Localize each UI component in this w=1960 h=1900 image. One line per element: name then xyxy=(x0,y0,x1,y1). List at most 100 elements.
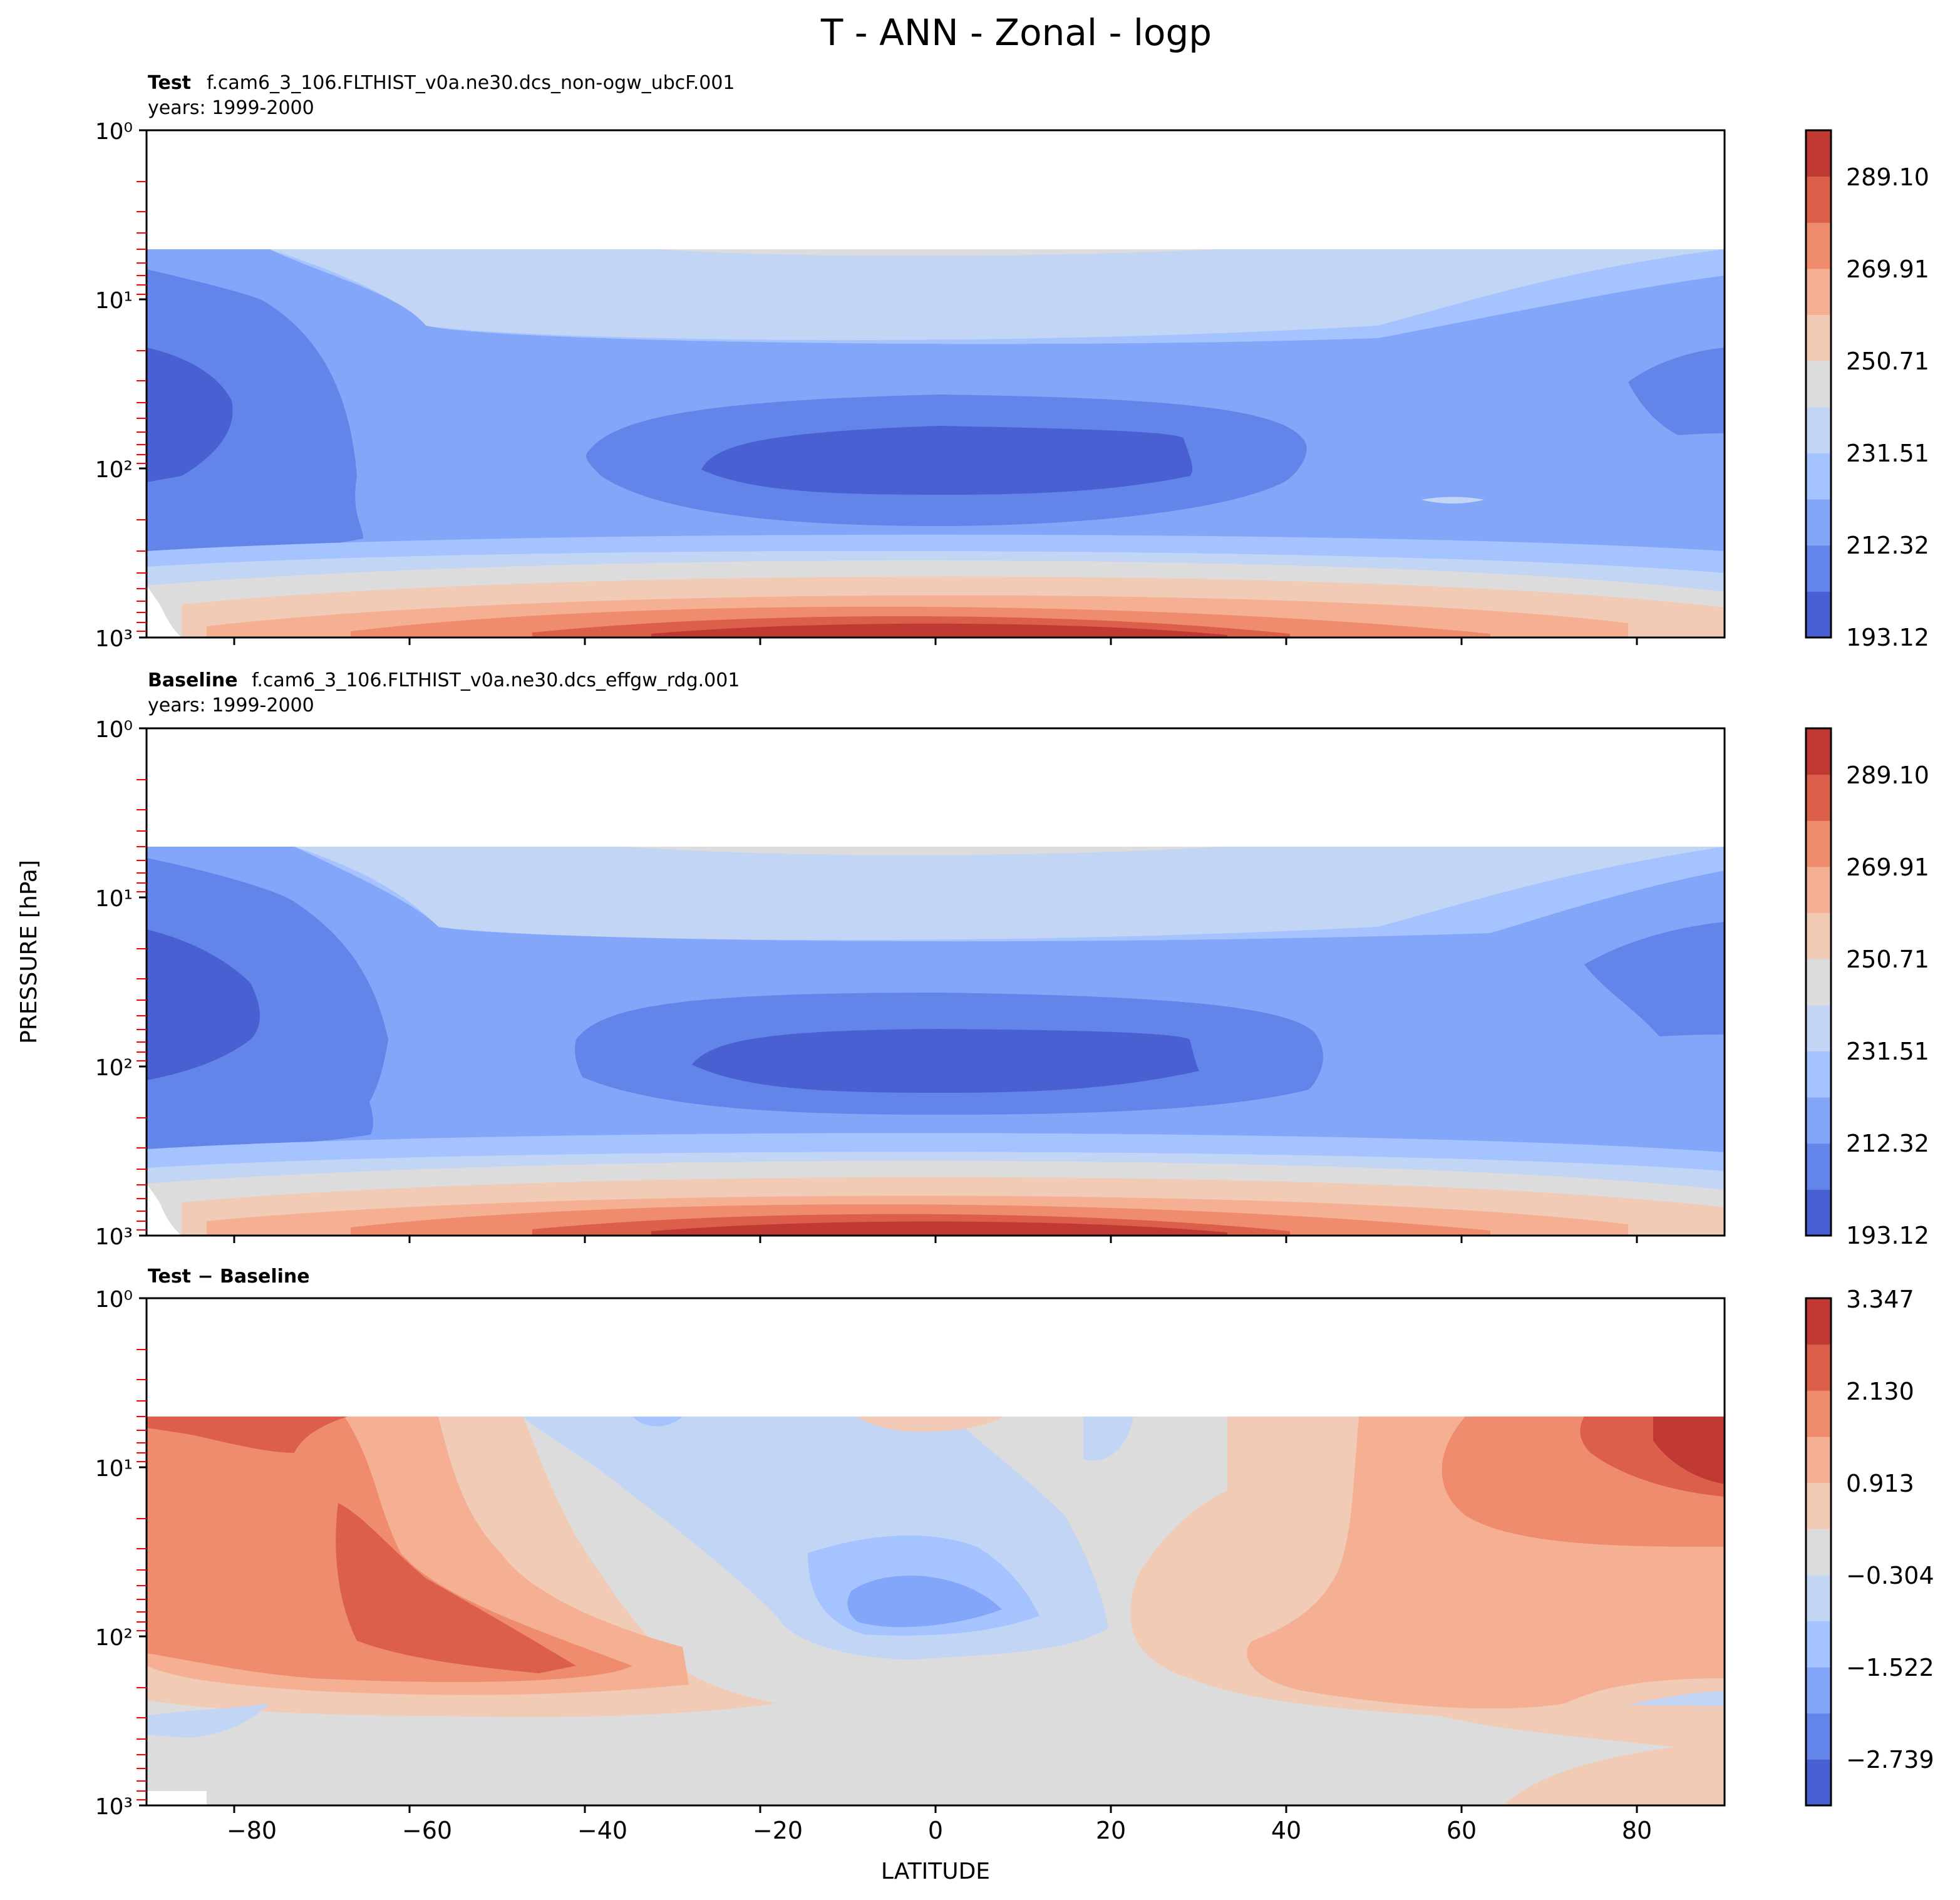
panel-difference-title: Test − Baseline xyxy=(148,1266,310,1288)
colorbar-swatch xyxy=(1806,1667,1831,1714)
xtick-label: −40 xyxy=(577,1817,627,1844)
colorbar-difference-tick: −2.739 xyxy=(1846,1746,1934,1774)
panel-difference-ytick-label: 10⁰ xyxy=(95,1287,133,1313)
panel-difference-ytick-label: 10¹ xyxy=(95,1456,133,1482)
colorbar-baseline-tick: 250.71 xyxy=(1846,946,1929,973)
colorbar-test-tick: 269.91 xyxy=(1846,256,1929,283)
panel-baseline-ytick-label: 10¹ xyxy=(95,886,133,912)
panel-baseline-minor-ticks xyxy=(137,779,147,1231)
colorbar-frame xyxy=(1805,1297,1832,1807)
colorbar-swatch xyxy=(1806,1574,1831,1621)
colorbar-swatch xyxy=(1806,1713,1831,1760)
colorbar-test-tick: 289.10 xyxy=(1846,163,1929,191)
colorbar-test-tick: 231.51 xyxy=(1846,440,1929,467)
panel-baseline-title: Baseline xyxy=(148,669,238,691)
colorbar-frame xyxy=(1805,727,1832,1237)
colorbar-swatch xyxy=(1806,1298,1831,1345)
x-axis-label: LATITUDE xyxy=(881,1859,990,1884)
colorbar-swatch xyxy=(1806,222,1831,269)
panel-test-ytick-label: 10¹ xyxy=(95,288,133,314)
panel-baseline-ytick-label: 10² xyxy=(95,1055,133,1081)
panel-test-case: f.cam6_3_106.FLTHIST_v0a.ne30.dcs_non-og… xyxy=(207,72,735,94)
colorbar-swatch xyxy=(1806,1189,1831,1236)
colorbar-swatch xyxy=(1806,1143,1831,1190)
colorbar-difference-tick: 2.130 xyxy=(1846,1378,1914,1405)
colorbar-swatch xyxy=(1806,1436,1831,1484)
colorbar-swatch xyxy=(1806,406,1831,453)
colorbar-baseline-tick: 289.10 xyxy=(1846,762,1929,789)
panel-test-ytick-label: 10³ xyxy=(95,626,133,652)
xtick-label: 80 xyxy=(1622,1817,1652,1844)
colorbar-test xyxy=(1805,129,1832,639)
colorbar-swatch xyxy=(1806,1097,1831,1144)
colorbar-swatch xyxy=(1806,545,1831,592)
colorbar-swatch xyxy=(1806,130,1831,177)
panel-test-ytick-label: 10⁰ xyxy=(95,119,133,145)
colorbar-swatch xyxy=(1806,1529,1831,1576)
colorbar-swatch xyxy=(1806,1344,1831,1391)
colorbar-baseline-tick: 269.91 xyxy=(1846,854,1929,881)
panel-test-y-ticks xyxy=(139,129,147,639)
panel-test-ytick-label: 10² xyxy=(95,457,133,483)
colorbar-baseline-tick: 193.12 xyxy=(1846,1222,1929,1249)
panel-baseline-years: years: 1999-2000 xyxy=(148,694,314,716)
colorbar-swatch xyxy=(1806,591,1831,638)
colorbar-swatch xyxy=(1806,728,1831,775)
panel-test: Test f.cam6_3_106.FLTHIST_v0a.ne30.dcs_n… xyxy=(95,72,1929,652)
colorbar-difference xyxy=(1805,1297,1832,1807)
contour-field-baseline xyxy=(147,728,1725,1236)
y-axis-label: PRESSURE [hPa] xyxy=(16,860,42,1044)
panel-baseline-ytick-label: 10⁰ xyxy=(95,717,133,743)
panel-baseline-x-ticks xyxy=(233,1236,1638,1243)
colorbar-swatch xyxy=(1806,866,1831,914)
panel-baseline: Baseline f.cam6_3_106.FLTHIST_v0a.ne30.d… xyxy=(95,669,1929,1250)
colorbar-swatch xyxy=(1806,1621,1831,1668)
xtick-label: −60 xyxy=(402,1817,452,1844)
colorbar-difference-tick: −0.304 xyxy=(1846,1562,1934,1589)
panel-difference-ytick-label: 10² xyxy=(95,1625,133,1651)
panel-test-title: Test xyxy=(148,72,191,94)
panel-test-minor-ticks xyxy=(137,181,147,632)
colorbar-swatch xyxy=(1806,1390,1831,1437)
colorbar-swatch xyxy=(1806,499,1831,546)
colorbar-swatch xyxy=(1806,1051,1831,1098)
panel-baseline-ytick-label: 10³ xyxy=(95,1224,133,1250)
panel-difference-minor-ticks xyxy=(137,1349,147,1800)
xtick-label: 20 xyxy=(1096,1817,1126,1844)
colorbar-swatch xyxy=(1806,959,1831,1006)
colorbar-swatch xyxy=(1806,176,1831,223)
colorbar-difference-tick: 0.913 xyxy=(1846,1470,1914,1497)
colorbar-swatch xyxy=(1806,1759,1831,1806)
xtick-label: 40 xyxy=(1271,1817,1301,1844)
colorbar-swatch xyxy=(1806,453,1831,500)
colorbar-swatch xyxy=(1806,361,1831,408)
colorbar-swatch xyxy=(1806,1004,1831,1051)
panel-baseline-case: f.cam6_3_106.FLTHIST_v0a.ne30.dcs_effgw_… xyxy=(252,669,740,691)
colorbar-baseline xyxy=(1805,727,1832,1237)
panel-test-x-ticks xyxy=(233,638,1638,645)
contour-field-test xyxy=(147,130,1725,638)
colorbar-test-tick: 250.71 xyxy=(1846,348,1929,375)
panel-difference-ytick-label: 10³ xyxy=(95,1794,133,1820)
colorbar-swatch xyxy=(1806,314,1831,361)
colorbar-swatch xyxy=(1806,774,1831,821)
colorbar-swatch xyxy=(1806,912,1831,959)
figure-title: T - ANN - Zonal - logp xyxy=(820,11,1212,54)
panel-difference-y-ticks xyxy=(139,1297,147,1807)
contour-field-difference xyxy=(147,1298,1725,1805)
colorbar-baseline-tick: 212.32 xyxy=(1846,1130,1929,1157)
colorbar-test-tick: 212.32 xyxy=(1846,532,1929,559)
xtick-label: −20 xyxy=(753,1817,803,1844)
colorbar-difference-tick: 3.347 xyxy=(1846,1286,1914,1313)
colorbar-test-tick: 193.12 xyxy=(1846,624,1929,651)
panel-difference: Test − Baseline xyxy=(95,1266,1934,1844)
panel-baseline-y-ticks xyxy=(139,727,147,1237)
colorbar-swatch xyxy=(1806,1482,1831,1529)
panel-test-years: years: 1999-2000 xyxy=(148,97,314,119)
panel-difference-x-ticks xyxy=(233,1805,1638,1813)
colorbar-difference-tick: −1.522 xyxy=(1846,1654,1934,1681)
xtick-label: 0 xyxy=(928,1817,943,1844)
colorbar-baseline-tick: 231.51 xyxy=(1846,1038,1929,1065)
colorbar-swatch xyxy=(1806,820,1831,867)
